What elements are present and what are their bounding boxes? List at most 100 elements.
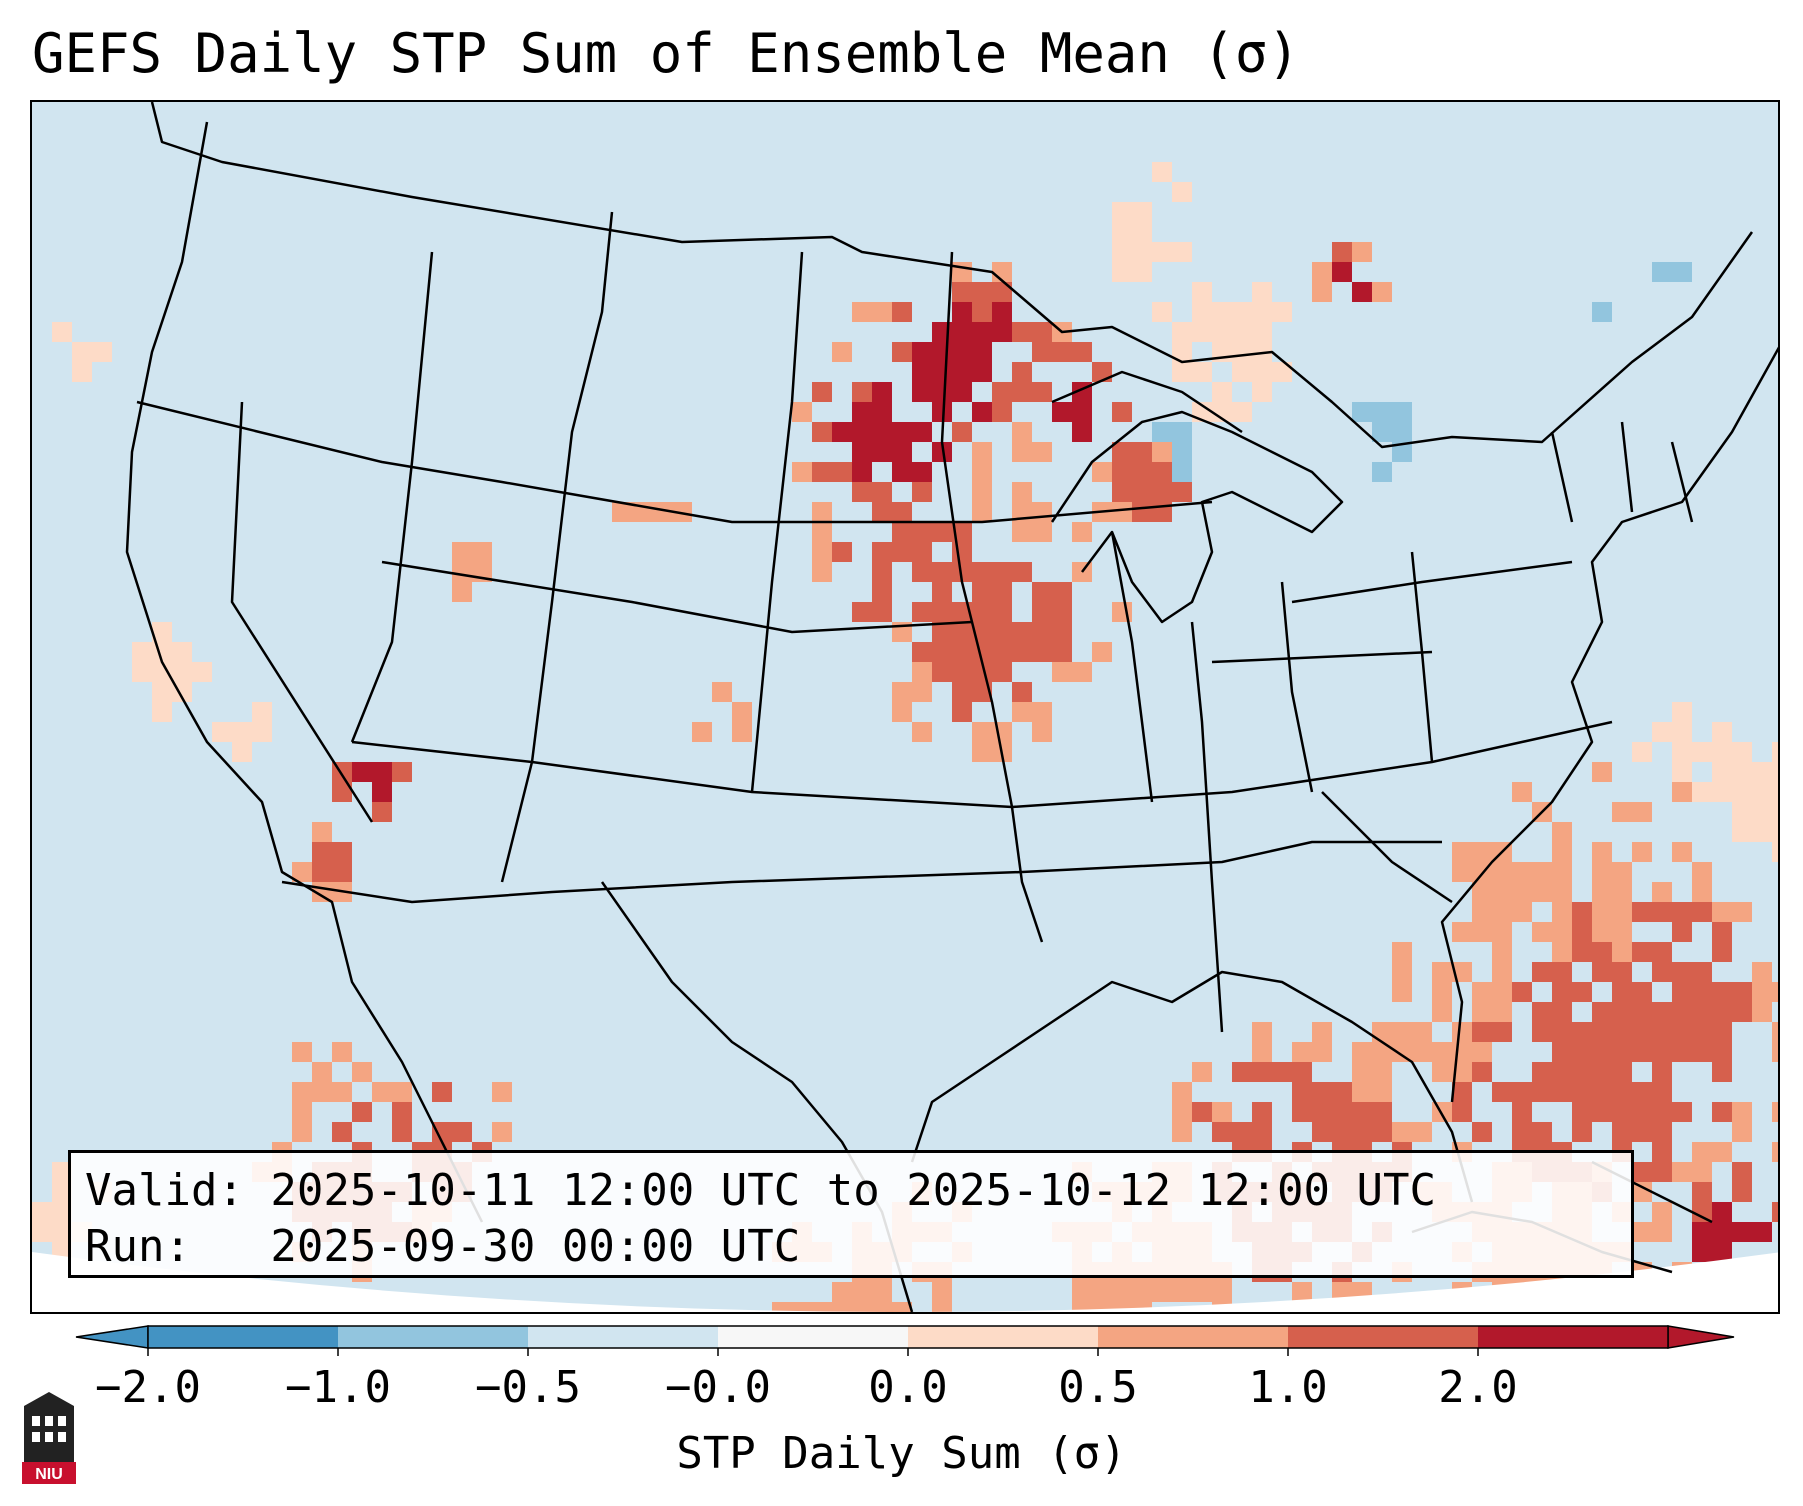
anomaly-cell <box>312 862 332 882</box>
anomaly-cell <box>872 562 892 582</box>
anomaly-cell <box>1392 1022 1412 1042</box>
anomaly-cell <box>1472 1002 1492 1022</box>
anomaly-cell <box>1672 1002 1692 1022</box>
anomaly-cell <box>332 842 352 862</box>
anomaly-cell <box>1012 382 1032 402</box>
anomaly-cell <box>912 382 932 402</box>
anomaly-cell <box>1692 1042 1712 1062</box>
anomaly-cell <box>1172 462 1192 482</box>
anomaly-cell <box>192 662 212 682</box>
anomaly-cell <box>1592 1082 1612 1102</box>
anomaly-cell <box>872 382 892 402</box>
anomaly-cell <box>452 582 472 602</box>
anomaly-cell <box>1592 842 1612 862</box>
anomaly-cell <box>892 422 912 442</box>
anomaly-cell <box>1692 862 1712 882</box>
anomaly-cell <box>1732 1162 1752 1182</box>
anomaly-cell <box>72 342 92 362</box>
anomaly-cell <box>912 682 932 702</box>
colorbar-swatch <box>1098 1326 1289 1348</box>
anomaly-cell <box>332 782 352 802</box>
anomaly-cell <box>1452 1022 1472 1042</box>
anomaly-cell <box>432 1082 452 1102</box>
anomaly-cell <box>1592 1062 1612 1082</box>
anomaly-cell <box>792 1302 812 1312</box>
anomaly-cell <box>1392 962 1412 982</box>
anomaly-cell <box>852 302 872 322</box>
anomaly-cell <box>1632 842 1652 862</box>
anomaly-cell <box>1692 1222 1712 1242</box>
anomaly-cell <box>1172 242 1192 262</box>
anomaly-cell <box>1172 1122 1192 1142</box>
anomaly-cell <box>972 482 992 502</box>
anomaly-cell <box>1632 1022 1652 1042</box>
anomaly-cell <box>1132 462 1152 482</box>
anomaly-cell <box>1432 1002 1452 1022</box>
anomaly-cell <box>952 422 972 442</box>
anomaly-cell <box>872 422 892 442</box>
anomaly-cell <box>1252 1022 1272 1042</box>
colorbar-tick: −0.0 <box>665 1362 771 1413</box>
anomaly-cell <box>952 622 972 642</box>
anomaly-cell <box>1592 922 1612 942</box>
anomaly-cell <box>1772 742 1778 762</box>
anomaly-cell <box>1632 1102 1652 1122</box>
anomaly-cell <box>152 702 172 722</box>
anomaly-cell <box>1112 222 1132 242</box>
anomaly-cell <box>352 1102 372 1122</box>
anomaly-cell <box>1612 862 1632 882</box>
anomaly-cell <box>1412 1122 1432 1142</box>
anomaly-cell <box>872 1302 892 1312</box>
anomaly-cell <box>1492 942 1512 962</box>
anomaly-cell <box>672 502 692 522</box>
anomaly-cell <box>1172 1282 1192 1302</box>
anomaly-cell <box>1412 1042 1432 1062</box>
anomaly-cell <box>1492 1022 1512 1042</box>
anomaly-cell <box>1692 1182 1712 1202</box>
anomaly-cell <box>1592 882 1612 902</box>
anomaly-cell <box>1192 302 1212 322</box>
anomaly-cell <box>1032 502 1052 522</box>
anomaly-cell <box>912 542 932 562</box>
anomaly-cell <box>892 542 912 562</box>
anomaly-cell <box>1292 1062 1312 1082</box>
anomaly-cell <box>992 562 1012 582</box>
anomaly-cell <box>1712 1042 1732 1062</box>
anomaly-cell <box>1312 282 1332 302</box>
anomaly-cell <box>1132 262 1152 282</box>
niu-logo-icon: NIU <box>22 1392 76 1484</box>
anomaly-cell <box>1012 622 1032 642</box>
colorbar-tick: 1.0 <box>1248 1362 1328 1413</box>
anomaly-cell <box>912 522 932 542</box>
anomaly-cell <box>132 642 152 662</box>
anomaly-cell <box>1252 1102 1272 1122</box>
anomaly-cell <box>1652 1142 1672 1162</box>
anomaly-cell <box>1672 982 1692 1002</box>
colorbar-swatch <box>1288 1326 1479 1348</box>
anomaly-cell <box>1652 1202 1672 1222</box>
anomaly-cell <box>912 462 932 482</box>
anomaly-cell <box>1172 322 1192 342</box>
anomaly-cell <box>992 642 1012 662</box>
anomaly-cell <box>1372 1042 1392 1062</box>
anomaly-cell <box>392 762 412 782</box>
anomaly-cell <box>852 602 872 622</box>
anomaly-cell <box>1592 962 1612 982</box>
anomaly-cell <box>292 1082 312 1102</box>
anomaly-cell <box>972 362 992 382</box>
anomaly-cell <box>1492 1002 1512 1022</box>
anomaly-cell <box>1312 1042 1332 1062</box>
anomaly-cell <box>1512 902 1532 922</box>
anomaly-cell <box>392 1102 412 1122</box>
anomaly-cell <box>1512 982 1532 1002</box>
anomaly-cell <box>1752 1222 1772 1242</box>
anomaly-cell <box>1712 942 1732 962</box>
anomaly-cell <box>1672 1022 1692 1042</box>
anomaly-cell <box>1672 702 1692 722</box>
anomaly-cell <box>992 322 1012 342</box>
anomaly-cell <box>732 702 752 722</box>
colorbar-label: STP Daily Sum (σ) <box>676 1428 1127 1479</box>
anomaly-cell <box>1532 1082 1552 1102</box>
anomaly-cell <box>972 282 992 302</box>
colorbar-swatch <box>148 1326 339 1348</box>
